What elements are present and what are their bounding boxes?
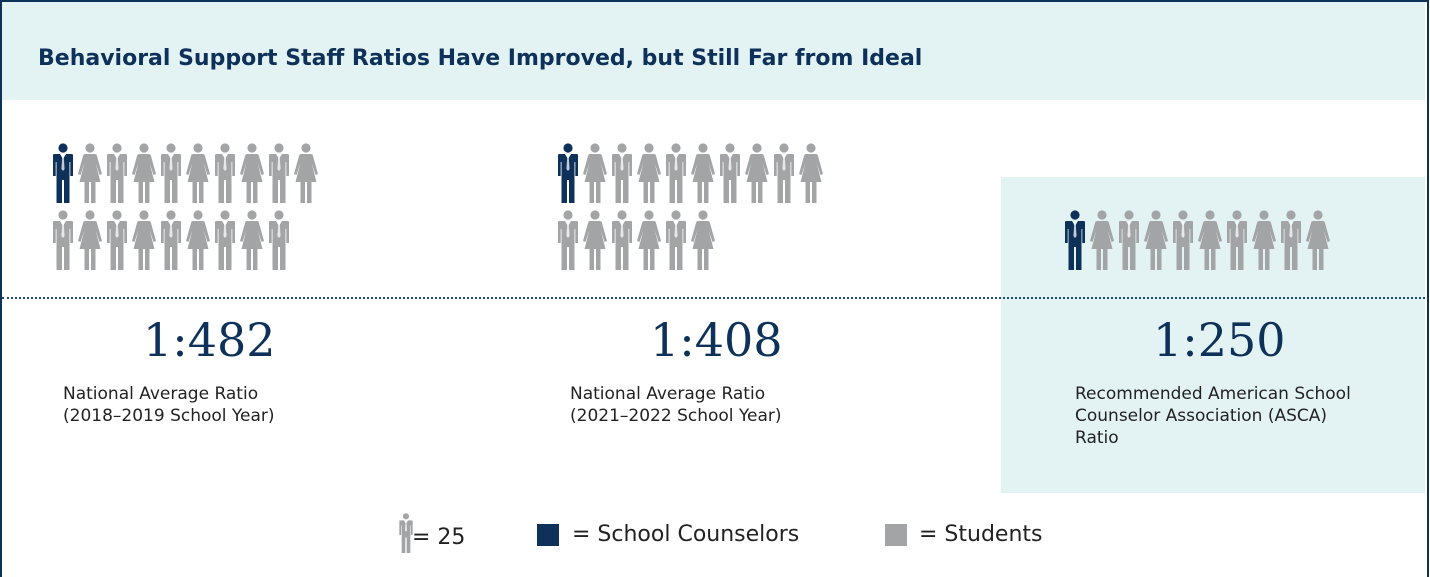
student-figure-icon bbox=[612, 143, 632, 203]
student-figure-icon bbox=[774, 143, 794, 203]
student-figure-icon bbox=[186, 143, 210, 203]
student-figure-icon bbox=[1281, 210, 1301, 270]
student-figure-icon bbox=[666, 143, 686, 203]
figure-row bbox=[51, 210, 291, 270]
student-swatch bbox=[885, 524, 907, 546]
student-figure-icon bbox=[1252, 210, 1276, 270]
student-figure-icon bbox=[240, 210, 264, 270]
student-figure-icon bbox=[666, 210, 686, 270]
student-figure-icon bbox=[186, 210, 210, 270]
student-figure-icon bbox=[215, 210, 235, 270]
person-icon bbox=[398, 505, 414, 561]
student-figure-icon bbox=[583, 210, 607, 270]
page-title: Behavioral Support Staff Ratios Have Imp… bbox=[38, 46, 923, 71]
legend-students-label: = Students bbox=[919, 522, 1043, 547]
student-figure-icon bbox=[1306, 210, 1330, 270]
student-figure-icon bbox=[78, 210, 102, 270]
figure-row bbox=[51, 143, 318, 203]
ratio-value: 1:250 bbox=[1153, 313, 1286, 367]
student-figure-icon bbox=[53, 210, 73, 270]
student-figure-icon bbox=[1227, 210, 1247, 270]
student-figure-icon bbox=[745, 143, 769, 203]
ratio-value: 1:482 bbox=[143, 313, 276, 367]
figure-row bbox=[1063, 210, 1330, 270]
student-figure-icon bbox=[637, 143, 661, 203]
student-figure-icon bbox=[558, 210, 578, 270]
student-figure-icon bbox=[1173, 210, 1193, 270]
student-figure-icon bbox=[691, 210, 715, 270]
counselor-swatch bbox=[537, 524, 559, 546]
ratio-description: Recommended American School Counselor As… bbox=[1075, 384, 1351, 448]
student-figure-icon bbox=[637, 210, 661, 270]
student-figure-icon bbox=[799, 143, 823, 203]
student-figure-icon bbox=[612, 210, 632, 270]
counselor-figure-icon bbox=[558, 143, 578, 203]
student-figure-icon bbox=[294, 143, 318, 203]
student-figure-icon bbox=[132, 143, 156, 203]
ratio-value: 1:408 bbox=[650, 313, 783, 367]
student-figure-icon bbox=[78, 143, 102, 203]
student-figure-icon bbox=[269, 210, 289, 270]
counselor-figure-icon bbox=[53, 143, 73, 203]
header-band: Behavioral Support Staff Ratios Have Imp… bbox=[2, 2, 1425, 100]
student-figure-icon bbox=[107, 143, 127, 203]
student-figure-icon bbox=[240, 143, 264, 203]
dotted-divider bbox=[2, 297, 1425, 299]
student-figure-icon bbox=[1119, 210, 1139, 270]
student-figure-icon bbox=[107, 210, 127, 270]
person-figure-icon bbox=[399, 513, 413, 553]
student-figure-icon bbox=[1144, 210, 1168, 270]
counselor-figure-icon bbox=[1065, 210, 1085, 270]
student-figure-icon bbox=[161, 210, 181, 270]
student-figure-icon bbox=[161, 143, 181, 203]
figure-row bbox=[556, 143, 823, 203]
legend-counselors-label: = School Counselors bbox=[572, 522, 800, 547]
student-figure-icon bbox=[269, 143, 289, 203]
student-figure-icon bbox=[215, 143, 235, 203]
legend-icon-value: = 25 bbox=[412, 525, 466, 550]
student-figure-icon bbox=[691, 143, 715, 203]
student-figure-icon bbox=[1090, 210, 1114, 270]
ratio-description: National Average Ratio (2018–2019 School… bbox=[63, 384, 275, 426]
student-figure-icon bbox=[1198, 210, 1222, 270]
student-figure-icon bbox=[132, 210, 156, 270]
ratio-description: National Average Ratio (2021–2022 School… bbox=[570, 384, 782, 426]
student-figure-icon bbox=[720, 143, 740, 203]
student-figure-icon bbox=[583, 143, 607, 203]
figure-row bbox=[556, 210, 715, 270]
